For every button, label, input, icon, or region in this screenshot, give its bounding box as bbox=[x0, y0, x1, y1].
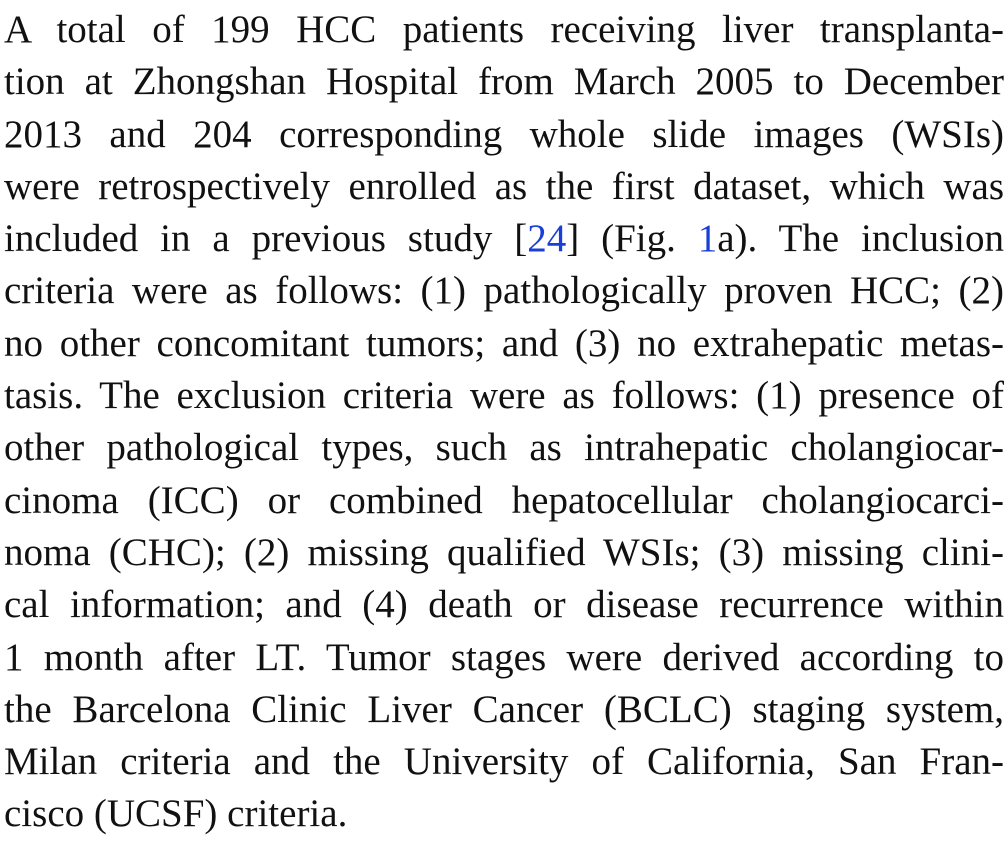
text-line: noma (CHC); (2) missing qualified WSIs; … bbox=[4, 527, 1004, 579]
text-segment: tion at Zhongshan Hospital from March 20… bbox=[4, 60, 1004, 104]
citation-link-24[interactable]: 24 bbox=[527, 217, 567, 261]
text-line: criteria were as follows: (1) pathologic… bbox=[4, 265, 1004, 317]
text-segment: criteria were as follows: (1) pathologic… bbox=[4, 269, 1004, 313]
text-line: other pathological types, such as intrah… bbox=[4, 422, 1004, 474]
text-line-last: cisco (UCSF) criteria. bbox=[4, 788, 1004, 840]
text-line: included in a previous study [24] (Fig. … bbox=[4, 213, 1004, 265]
text-line: 2013 and 204 corresponding whole slide i… bbox=[4, 109, 1004, 161]
text-segment: ] (Fig. bbox=[566, 217, 698, 261]
text-segment: 2013 and 204 corresponding whole slide i… bbox=[4, 112, 1004, 156]
text-segment: a). The inclusion bbox=[717, 217, 1004, 261]
text-segment: cal information; and (4) death or diseas… bbox=[4, 583, 1004, 627]
text-line: cal information; and (4) death or diseas… bbox=[4, 579, 1004, 631]
text-segment: included in a previous study [ bbox=[4, 217, 528, 261]
body-paragraph: A total of 199 HCC patients receiving li… bbox=[4, 4, 1004, 841]
text-segment: 1 month after LT. Tumor stages were deri… bbox=[4, 635, 1004, 679]
figure-link-1[interactable]: 1 bbox=[697, 217, 718, 261]
text-segment: cinoma (ICC) or combined hepatocellular … bbox=[4, 478, 1004, 522]
text-line: no other concomitant tumors; and (3) no … bbox=[4, 318, 1004, 370]
text-segment: A total of 199 HCC patients receiving li… bbox=[4, 8, 1004, 51]
text-segment: were retrospectively enrolled as the fir… bbox=[4, 164, 1004, 208]
text-segment: noma (CHC); (2) missing qualified WSIs; … bbox=[4, 530, 1004, 574]
text-segment: Milan criteria and the University of Cal… bbox=[4, 740, 1004, 784]
text-line: were retrospectively enrolled as the fir… bbox=[4, 161, 1004, 213]
text-line: 1 month after LT. Tumor stages were deri… bbox=[4, 632, 1004, 684]
text-line: tasis. The exclusion criteria were as fo… bbox=[4, 370, 1004, 422]
text-segment: no other concomitant tumors; and (3) no … bbox=[4, 321, 1004, 365]
text-line: cinoma (ICC) or combined hepatocellular … bbox=[4, 475, 1004, 527]
text-line: tion at Zhongshan Hospital from March 20… bbox=[4, 56, 1004, 108]
text-segment: cisco (UCSF) criteria. bbox=[4, 792, 348, 836]
text-line: the Barcelona Clinic Liver Cancer (BCLC)… bbox=[4, 684, 1004, 736]
text-line: A total of 199 HCC patients receiving li… bbox=[4, 4, 1004, 56]
text-segment: the Barcelona Clinic Liver Cancer (BCLC)… bbox=[4, 687, 1004, 731]
text-line: Milan criteria and the University of Cal… bbox=[4, 736, 1004, 788]
text-segment: other pathological types, such as intrah… bbox=[4, 426, 1004, 470]
text-segment: tasis. The exclusion criteria were as fo… bbox=[4, 374, 1004, 418]
